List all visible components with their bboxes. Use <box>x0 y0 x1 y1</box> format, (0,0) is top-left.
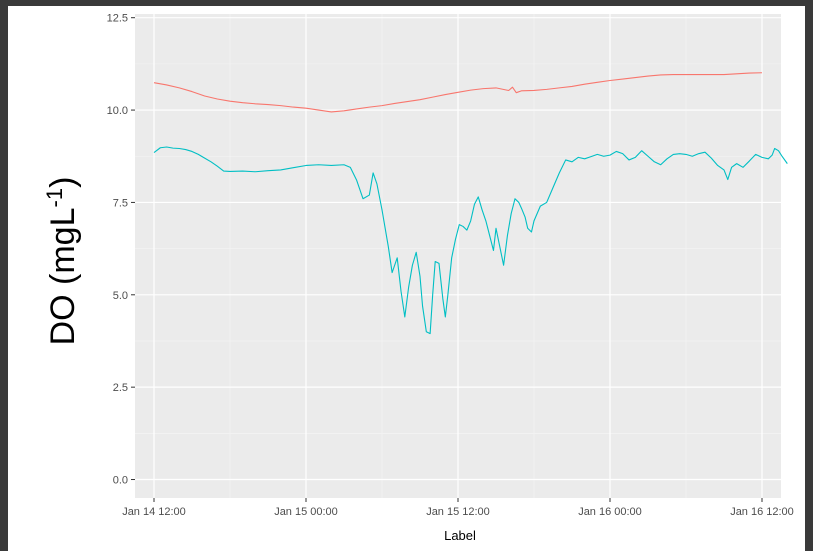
y-tick-label: 5.0 <box>113 290 128 302</box>
x-tick-label: Jan 15 00:00 <box>274 506 338 518</box>
y-tick-label: 12.5 <box>107 13 128 25</box>
y-axis-title-superscript: -1 <box>42 188 67 208</box>
y-axis-title: DO (mgL-1) <box>42 177 82 346</box>
y-axis-title-close: ) <box>44 177 82 188</box>
y-tick-label: 7.5 <box>113 197 128 209</box>
y-tick-label: 10.0 <box>107 105 128 117</box>
x-axis-title: Label <box>444 528 476 543</box>
chart-frame: Jan 14 12:00 Jan 15 00:00 Jan 15 12:00 Jan … <box>8 6 805 551</box>
x-tick-label: Jan 14 12:00 <box>122 506 186 518</box>
x-tick-label: Jan 15 12:00 <box>426 506 490 518</box>
x-tick-label: Jan 16 00:00 <box>578 506 642 518</box>
do-line-chart: Jan 14 12:00 Jan 15 00:00 Jan 15 12:00 Jan … <box>42 13 794 543</box>
x-tick-label: Jan 16 12:00 <box>730 506 794 518</box>
y-tick-label: 0.0 <box>113 475 128 487</box>
major-gridlines <box>135 14 781 498</box>
y-axis-title-main: DO (mgL <box>44 207 82 345</box>
series-line-2 <box>153 146 788 335</box>
x-axis: Jan 14 12:00 Jan 15 00:00 Jan 15 12:00 Jan … <box>122 498 794 518</box>
y-tick-label: 2.5 <box>113 382 128 394</box>
series-line-1 <box>153 72 763 113</box>
y-axis: 0.0 2.5 5.0 7.5 10.0 12.5 <box>107 13 135 487</box>
series-lines <box>153 72 788 335</box>
